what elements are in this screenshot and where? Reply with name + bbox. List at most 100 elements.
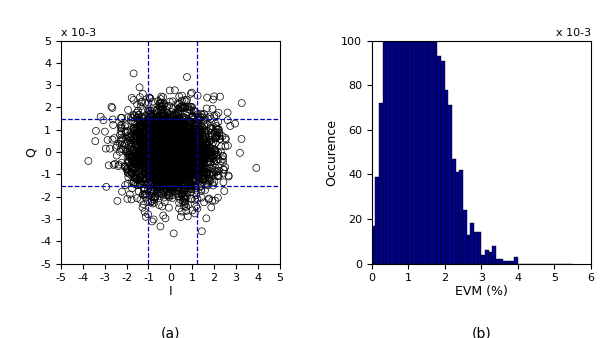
Point (127, 136, 136, 142)
Point (133, 145, 143, 150)
Point (175, 163, 185, 168)
Point (180, 169, 190, 174)
Point (138, 162, 147, 168)
Point (183, 190, 192, 195)
Point (193, 163, 203, 168)
Point (202, 143, 212, 148)
Point (169, 178, 178, 184)
Point (209, 155, 219, 161)
Point (197, 195, 206, 200)
Point (185, 120, 195, 125)
Point (180, 201, 190, 207)
Point (166, 138, 176, 143)
Point (154, 167, 164, 173)
Point (142, 152, 152, 158)
Point (183, 163, 193, 168)
Point (155, 167, 165, 172)
Point (133, 115, 143, 120)
Point (160, 131, 169, 137)
Point (162, 126, 172, 131)
Point (182, 174, 192, 180)
Point (205, 152, 214, 158)
Point (157, 140, 166, 145)
Point (153, 165, 163, 170)
Point (183, 158, 192, 163)
Point (157, 157, 166, 162)
Point (150, 161, 160, 166)
Point (147, 131, 157, 137)
Point (186, 130, 195, 136)
Point (128, 166, 138, 171)
Point (158, 169, 167, 174)
Point (189, 160, 199, 165)
Point (156, 184, 166, 190)
Point (159, 145, 169, 150)
Point (168, 141, 178, 146)
Point (132, 116, 142, 121)
Point (130, 139, 140, 144)
Point (139, 148, 149, 154)
Point (210, 148, 220, 153)
Point (161, 142, 171, 147)
Bar (477, 233, 481, 264)
Point (200, 159, 209, 165)
Point (198, 166, 208, 172)
Point (158, 103, 167, 108)
Bar (397, 0, 401, 264)
Point (140, 143, 150, 148)
Point (175, 130, 185, 135)
Point (139, 166, 149, 172)
Point (171, 158, 180, 164)
Point (159, 162, 169, 167)
Point (199, 169, 208, 174)
Point (163, 166, 173, 172)
Point (128, 175, 138, 180)
Point (199, 142, 208, 147)
Point (175, 138, 185, 143)
Point (175, 194, 185, 199)
Point (180, 134, 190, 139)
Point (193, 121, 203, 126)
Point (159, 150, 169, 156)
Point (173, 185, 183, 190)
Point (117, 160, 127, 165)
Point (154, 173, 164, 179)
Point (197, 112, 207, 118)
Point (164, 142, 174, 147)
Point (145, 96, 155, 101)
Point (184, 174, 194, 179)
Point (172, 113, 182, 118)
Point (132, 134, 141, 139)
Point (169, 174, 178, 179)
Point (169, 125, 179, 130)
Point (144, 167, 154, 173)
Point (152, 178, 162, 184)
Point (195, 144, 205, 150)
Point (172, 180, 181, 185)
Point (130, 182, 140, 187)
Point (178, 173, 188, 179)
Point (136, 149, 146, 155)
Point (155, 137, 165, 142)
Point (155, 184, 164, 189)
Point (158, 153, 168, 159)
Point (152, 137, 161, 143)
Point (168, 112, 178, 118)
Point (129, 125, 139, 130)
Point (189, 156, 199, 162)
Point (175, 156, 185, 162)
Point (158, 160, 167, 165)
Point (177, 155, 186, 161)
Point (141, 160, 150, 165)
Point (205, 178, 215, 184)
Point (167, 195, 177, 201)
Point (160, 157, 169, 162)
Point (137, 114, 147, 120)
Point (167, 134, 177, 139)
Bar (419, 0, 423, 264)
Point (162, 161, 172, 166)
Point (169, 156, 178, 162)
Point (141, 151, 151, 156)
Point (189, 142, 199, 147)
Point (178, 194, 188, 199)
